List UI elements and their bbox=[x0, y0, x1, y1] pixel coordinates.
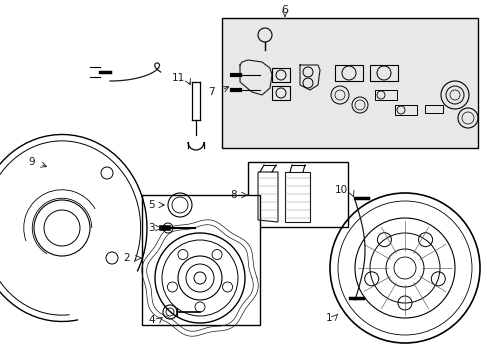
Text: 3: 3 bbox=[148, 223, 155, 233]
Text: 8: 8 bbox=[230, 190, 237, 200]
Bar bbox=[222, 18, 477, 148]
Text: 6: 6 bbox=[281, 5, 288, 15]
Bar bbox=[334, 65, 362, 81]
Bar bbox=[142, 195, 260, 325]
Text: 2: 2 bbox=[123, 253, 130, 263]
Text: 7: 7 bbox=[208, 87, 215, 97]
Bar bbox=[271, 86, 289, 100]
Bar bbox=[424, 105, 442, 113]
Bar bbox=[247, 162, 347, 227]
Bar bbox=[374, 90, 396, 100]
Text: 9: 9 bbox=[28, 157, 35, 167]
Text: 4: 4 bbox=[148, 315, 155, 325]
Bar bbox=[271, 68, 289, 82]
Text: 1: 1 bbox=[325, 313, 331, 323]
Text: 5: 5 bbox=[148, 200, 155, 210]
Bar bbox=[369, 65, 397, 81]
Bar bbox=[394, 105, 416, 115]
Text: 10: 10 bbox=[334, 185, 347, 195]
Text: 11: 11 bbox=[171, 73, 184, 83]
